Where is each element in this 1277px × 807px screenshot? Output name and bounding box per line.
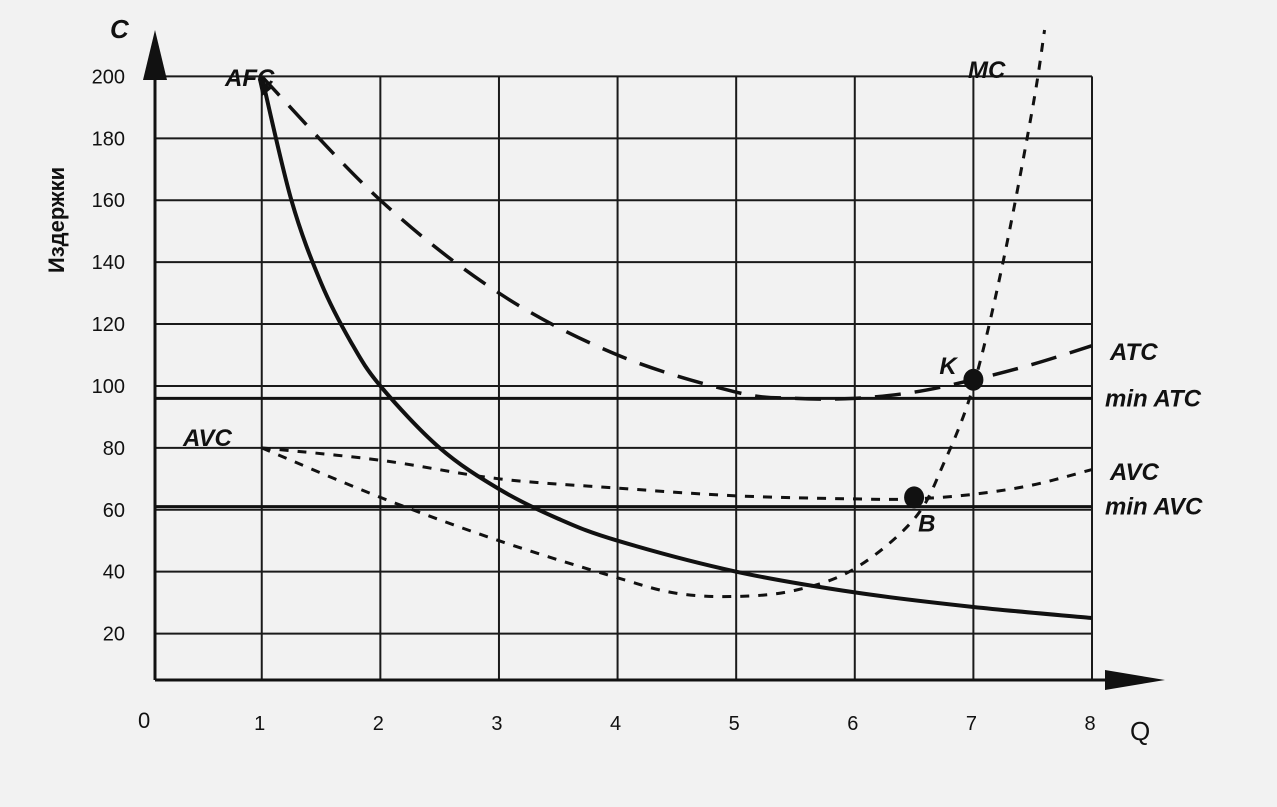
curve-label-atc: ATC (1109, 339, 1158, 366)
curve-label-mc: MC (968, 57, 1006, 84)
grid-lines (155, 75, 1093, 680)
x-tick-label: 7 (966, 713, 977, 735)
x-tick-label: 6 (847, 713, 858, 735)
y-tick-label: 120 (92, 314, 125, 336)
y-tick-label: 140 (92, 252, 125, 274)
y-tick-label: 20 (103, 624, 125, 646)
reference-line-label: min ATC (1105, 385, 1202, 412)
origin-label: 0 (138, 708, 150, 733)
point-label-k: K (939, 353, 958, 380)
y-tick-label: 160 (92, 190, 125, 212)
y-tick-label: 60 (103, 500, 125, 522)
x-axis-symbol: Q (1130, 716, 1150, 746)
x-tick-label: 4 (610, 713, 621, 735)
series-atc-line (260, 75, 1093, 401)
curve-label-afc: AFC (224, 65, 275, 92)
x-tick-label: 2 (373, 713, 384, 735)
curve-label-avc: AVC (182, 425, 233, 452)
series-afc-line (259, 75, 1093, 621)
x-axis-arrow-icon (1105, 670, 1165, 690)
series-avc-line (261, 446, 1093, 501)
x-tick-label: 1 (254, 713, 265, 735)
y-axis-arrow-icon (143, 30, 167, 80)
reference-lines: min ATC min AVC (155, 385, 1203, 521)
reference-line-label: min AVC (1105, 494, 1203, 521)
point-label-b: B (918, 510, 935, 537)
points-layer (904, 368, 984, 509)
y-axis-title: Издержки (44, 167, 69, 273)
y-tick-label: 40 (103, 562, 125, 584)
y-tick-label: 180 (92, 128, 125, 150)
y-tick-label: 80 (103, 438, 125, 460)
y-tick-label: 200 (92, 66, 125, 88)
x-tick-label: 5 (729, 713, 740, 735)
point-k (963, 368, 984, 391)
curve-label-avc: AVC (1109, 459, 1160, 486)
tick-labels: 20 40 60 80 100 120 140 160 180 200 1 2 3 4 5 6 7 8 (92, 66, 1096, 735)
x-tick-label: 3 (491, 713, 502, 735)
y-tick-label: 100 (92, 376, 125, 398)
axes (143, 30, 1165, 690)
afc-arrow-icon (257, 78, 272, 97)
x-tick-label: 8 (1084, 713, 1095, 735)
point-b (904, 486, 925, 509)
y-axis-symbol: C (110, 14, 130, 44)
text-labels: C Q 0 Издержки AFC MC AVC ATC AVC K B (44, 14, 1160, 746)
series-mc-line (261, 29, 1047, 599)
